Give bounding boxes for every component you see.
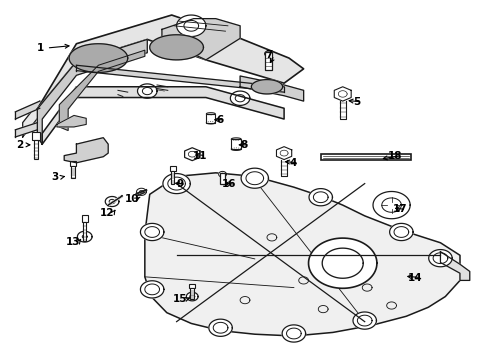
Polygon shape [185,148,200,161]
Bar [81,215,88,222]
Bar [220,173,225,184]
Text: 14: 14 [408,273,422,283]
Polygon shape [334,87,351,101]
Bar [32,132,40,140]
Text: 11: 11 [193,150,207,161]
Polygon shape [219,171,226,177]
Polygon shape [353,312,376,329]
Bar [231,139,241,149]
Text: 4: 4 [289,158,296,168]
Polygon shape [15,123,37,137]
Text: 10: 10 [124,194,139,204]
Polygon shape [145,173,460,336]
Polygon shape [137,188,147,195]
Polygon shape [138,84,157,98]
Polygon shape [37,40,147,144]
Bar [83,222,86,241]
Polygon shape [209,319,232,336]
Polygon shape [57,116,86,127]
Polygon shape [240,76,304,101]
Polygon shape [37,15,304,109]
Bar [321,154,411,160]
Bar [189,284,196,288]
Bar [206,114,215,123]
Polygon shape [282,325,306,342]
Text: 6: 6 [216,115,223,125]
Polygon shape [163,174,190,194]
Text: 5: 5 [353,97,360,107]
Text: 3: 3 [52,172,59,182]
Polygon shape [42,87,284,144]
Polygon shape [105,197,119,207]
Polygon shape [429,249,452,267]
Text: 7: 7 [265,50,272,60]
Polygon shape [265,51,272,57]
Polygon shape [276,147,292,159]
Text: 1: 1 [37,43,45,53]
Polygon shape [141,224,164,240]
Bar [71,166,75,178]
Text: 18: 18 [388,150,403,161]
Polygon shape [23,101,40,137]
Text: 13: 13 [66,237,80,247]
Polygon shape [77,231,92,242]
Polygon shape [150,35,203,60]
Polygon shape [186,292,198,301]
Bar [70,161,76,166]
Text: 16: 16 [222,179,237,189]
Bar [34,140,38,159]
Polygon shape [176,15,206,37]
Polygon shape [373,192,410,219]
Bar [265,51,272,69]
Polygon shape [141,281,164,298]
Text: 9: 9 [177,179,184,189]
Polygon shape [309,238,377,288]
Polygon shape [15,101,40,119]
Polygon shape [241,168,269,188]
Polygon shape [441,252,470,280]
Text: 15: 15 [173,294,188,304]
Text: 12: 12 [100,208,115,218]
Bar [191,288,194,299]
Polygon shape [251,80,283,94]
Text: 17: 17 [393,204,408,215]
Polygon shape [230,91,250,105]
Bar [170,166,176,171]
Polygon shape [69,44,128,72]
Polygon shape [162,19,240,60]
Polygon shape [390,224,413,240]
Polygon shape [76,65,284,92]
Bar [171,171,174,184]
Polygon shape [309,189,332,206]
Polygon shape [64,138,108,163]
Text: 8: 8 [241,140,247,150]
Text: 2: 2 [16,140,23,150]
Polygon shape [59,50,145,131]
